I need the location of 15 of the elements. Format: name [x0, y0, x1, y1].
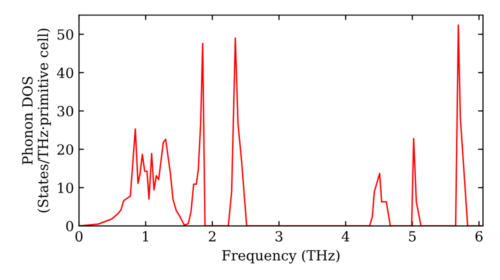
- x-axis-title: Frequency (THz): [222, 250, 340, 264]
- x-tick-label: 5: [409, 231, 416, 242]
- y-tick-label: 30: [58, 106, 74, 116]
- x-tick-label: 4: [342, 231, 350, 242]
- x-tick-label: 6: [476, 231, 483, 242]
- y-tick-label: 40: [56, 68, 74, 78]
- x-tick-label: 1: [142, 231, 148, 242]
- y-tick-label: 50: [58, 29, 74, 40]
- y-tick-label: 10: [58, 182, 74, 194]
- y-axis-title: Phonon DOS (States/THz·primitive cell): [22, 28, 51, 212]
- y-tick-label: 20: [57, 144, 74, 155]
- x-tick-label: 2: [208, 231, 216, 242]
- y-tick-label: 0: [66, 220, 74, 232]
- x-tick-label: 3: [276, 231, 282, 242]
- x-tick-label: 0: [75, 231, 82, 242]
